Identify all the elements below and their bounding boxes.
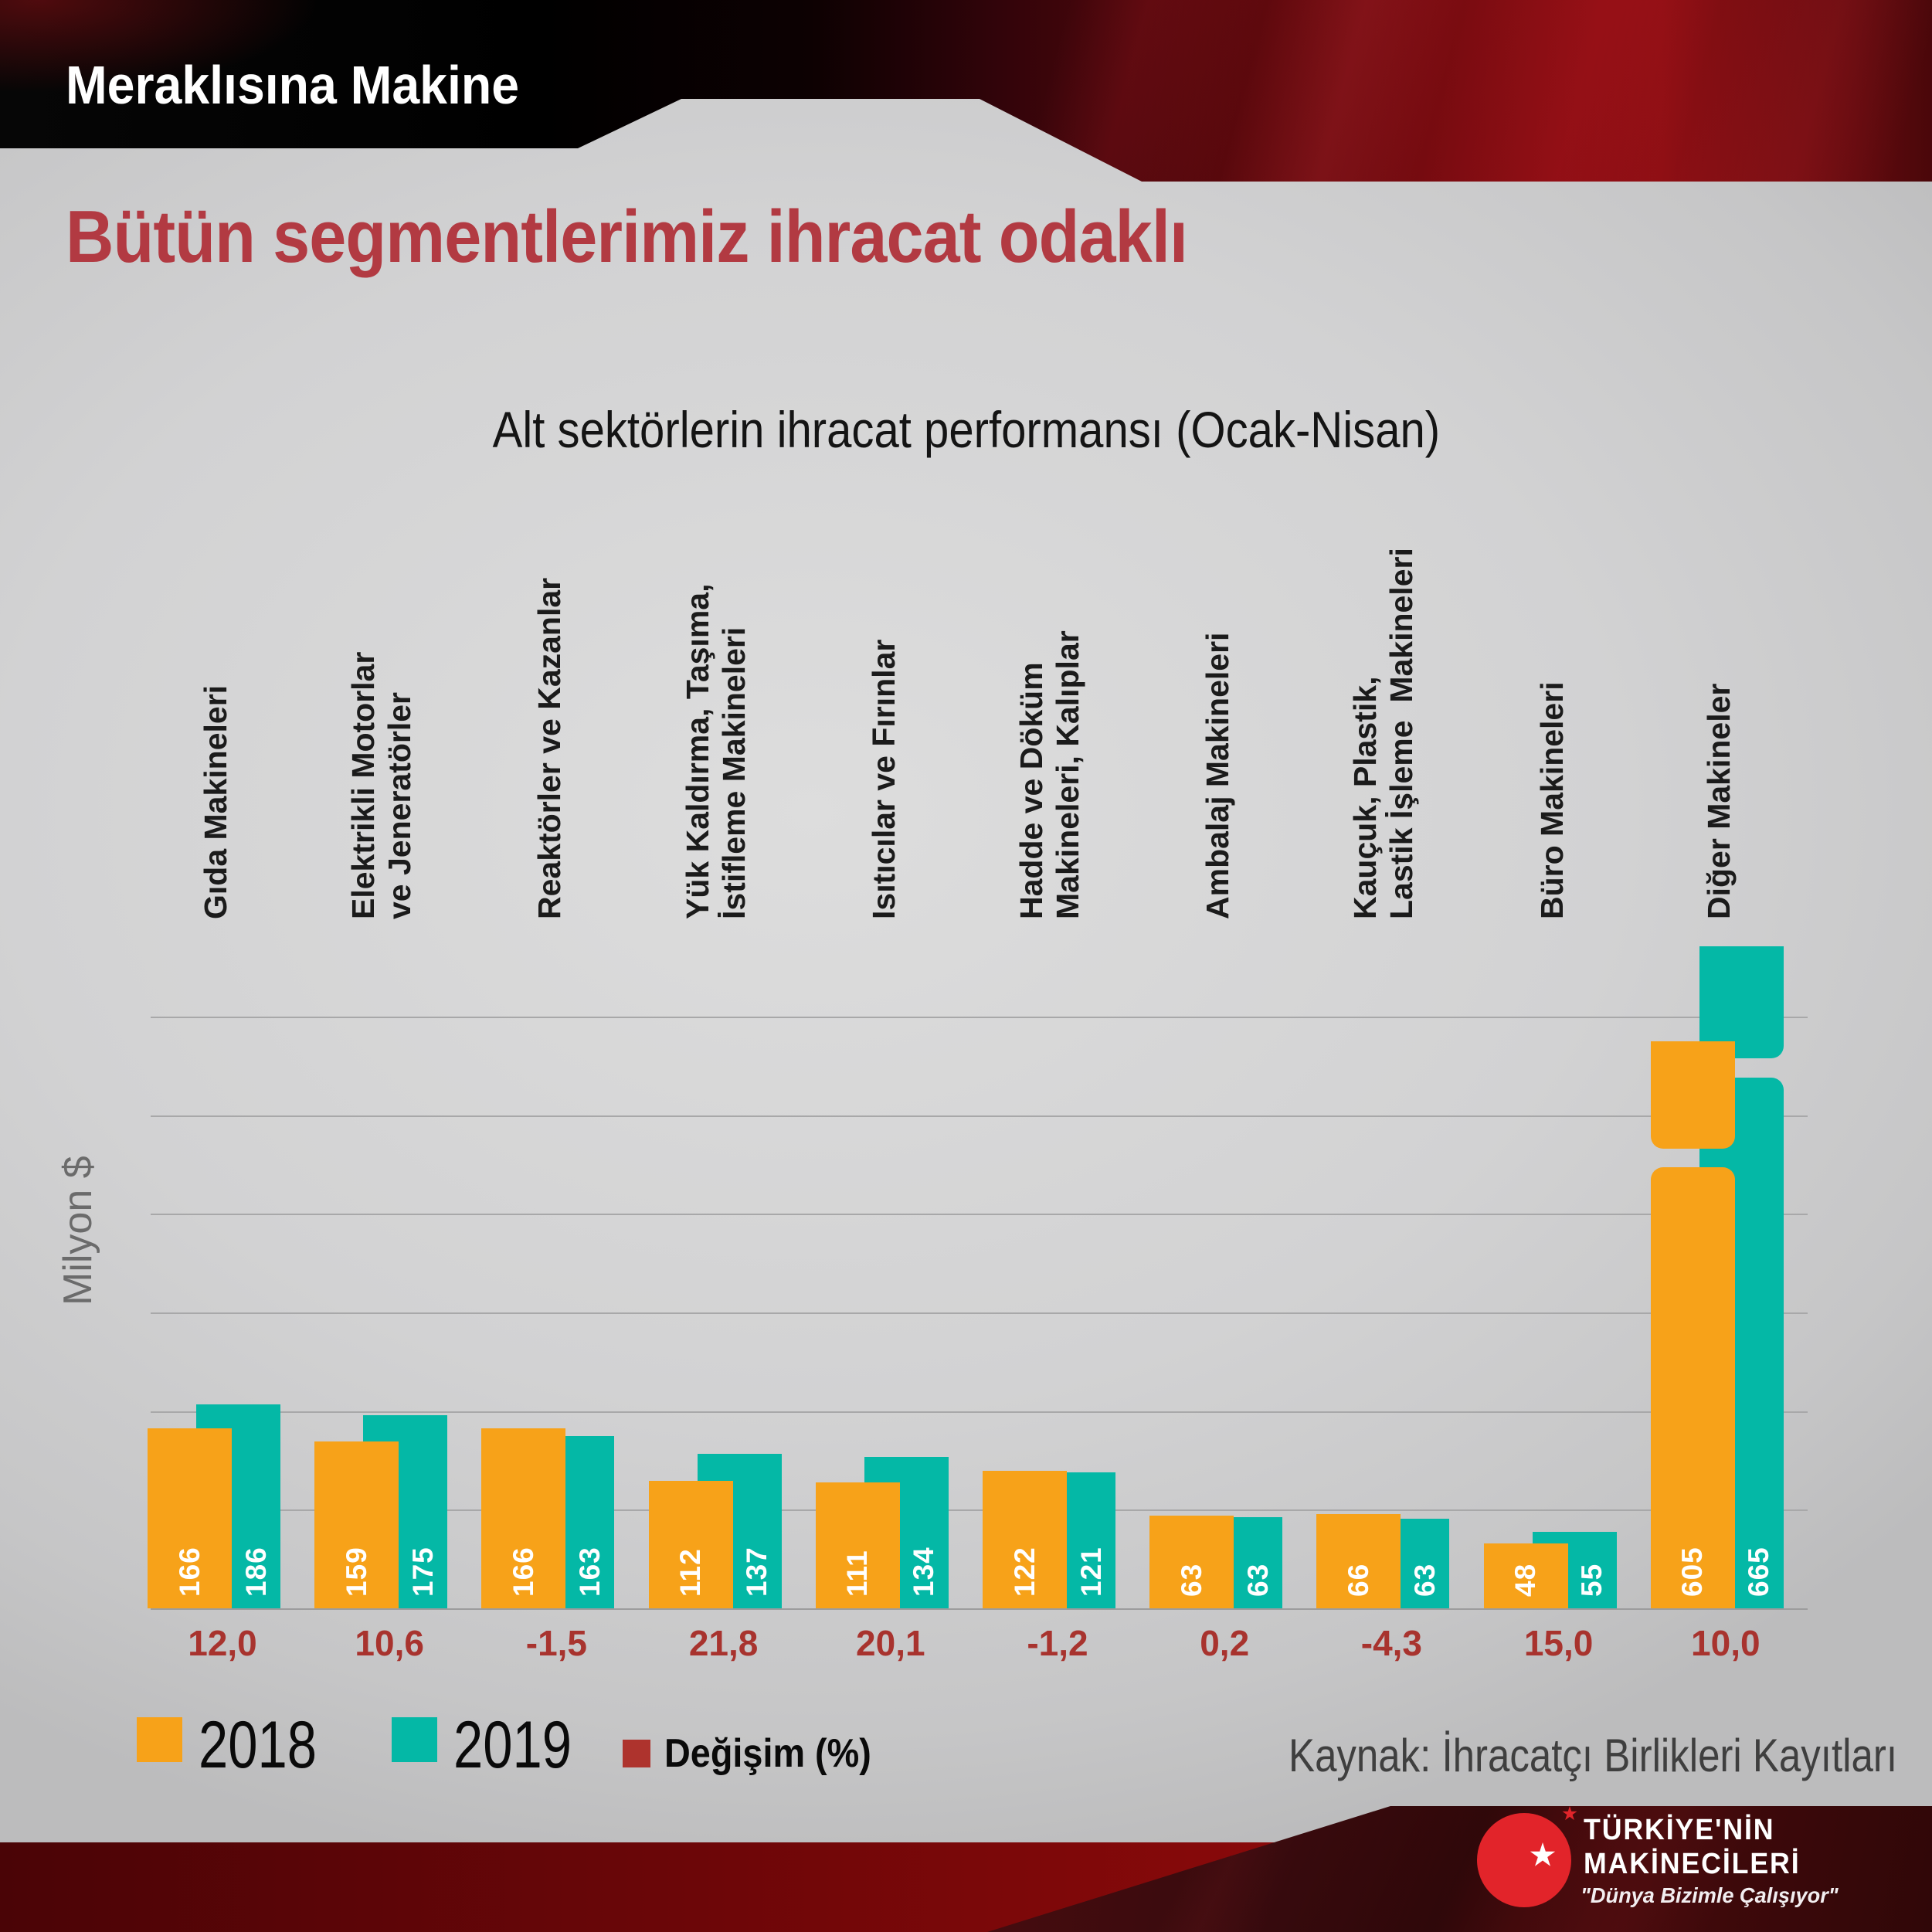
bar-value-2019: 137 (741, 1547, 772, 1597)
makers-of-turkey-logo (1477, 1806, 1577, 1907)
x-axis-line (151, 1608, 1808, 1610)
banner-title: Meraklısına Makine (66, 55, 520, 115)
chart-title-text: Alt sektörlerin ihracat performansı (Oca… (492, 401, 1440, 458)
bar-value-2019: 63 (1242, 1563, 1274, 1597)
legend-label-2019: 2019 (453, 1708, 572, 1782)
gridline (151, 1115, 1808, 1117)
logo-small-red-star-icon (1562, 1806, 1577, 1821)
change-percent-label: 21,8 (688, 1623, 759, 1663)
bar-2018 (1316, 1514, 1401, 1608)
bar-value-2018: 159 (341, 1547, 372, 1597)
bar-2018 (481, 1428, 565, 1608)
y-axis-label: Milyon $ (56, 1156, 100, 1306)
source-note: Kaynak: İhracatçı Birlikleri Kayıtları (1289, 1730, 1897, 1781)
bar-value-2018: 111 (841, 1550, 873, 1597)
bar-value-2019: 665 (1743, 1547, 1774, 1597)
bar-value-2019: 175 (407, 1547, 439, 1597)
category-label: Kauçuk, Plastik, Lastik İşleme Makineler… (1347, 548, 1420, 919)
category-label: Reaktörler ve Kazanlar (531, 577, 567, 919)
bar-2018 (983, 1471, 1067, 1608)
bar-2018 (314, 1441, 399, 1608)
bar-2018 (148, 1428, 232, 1608)
bar-value-2018: 66 (1343, 1563, 1374, 1597)
change-percent-label: -1,2 (1027, 1623, 1088, 1663)
bar-2018 (1484, 1543, 1568, 1608)
bar-value-2019: 134 (908, 1547, 939, 1597)
bar-value-2019: 163 (574, 1547, 606, 1597)
bar-value-2018: 48 (1509, 1563, 1541, 1597)
bar-value-2018: 112 (674, 1548, 706, 1597)
gridline (151, 1312, 1808, 1314)
legend-label-2018: 2018 (199, 1708, 317, 1782)
bar-value-2018: 166 (508, 1547, 539, 1597)
category-label: Hadde ve Döküm Makineleri, Kalıplar (1014, 630, 1086, 919)
bar-value-2018: 605 (1676, 1547, 1708, 1597)
bar-2019-segment (1699, 946, 1784, 1058)
change-percent-label: 12,0 (188, 1623, 257, 1663)
category-label: Gıda Makineleri (198, 684, 233, 919)
bar-2018 (649, 1481, 733, 1608)
gridline (151, 1214, 1808, 1215)
category-label: Yük Kaldırma, Taşıma, İstifleme Makinele… (680, 583, 752, 919)
category-label: Diğer Makineler (1701, 683, 1737, 919)
category-label: Elektrikli Motorlar ve Jeneratörler (345, 651, 418, 919)
change-percent-label: 15,0 (1523, 1623, 1594, 1663)
gridline (151, 1411, 1808, 1413)
bar-value-2019: 55 (1576, 1563, 1608, 1597)
legend-swatch-2018 (137, 1717, 182, 1762)
change-percent-label: 0,2 (1200, 1623, 1250, 1663)
legend-label-change: Değişim (%) (664, 1731, 871, 1776)
bar-2018 (816, 1482, 900, 1608)
bar-value-2019: 186 (240, 1547, 272, 1597)
bar-2018-segment (1651, 1041, 1735, 1149)
logo-white-star-icon (1530, 1842, 1556, 1866)
bar-value-2018: 63 (1176, 1563, 1207, 1597)
change-percent-label: 10,6 (355, 1623, 424, 1663)
legend-swatch-2019 (392, 1717, 437, 1762)
bar-value-2019: 121 (1075, 1547, 1107, 1597)
bar-2018-segment (1651, 1167, 1735, 1608)
logo-line2: MAKİNECİLERİ (1584, 1848, 1801, 1880)
bar-value-2018: 166 (174, 1547, 205, 1597)
category-label: Isıtıcılar ve Fırınlar (866, 639, 901, 919)
change-percent-label: 20,1 (856, 1623, 925, 1663)
logo-red-circle (1477, 1813, 1571, 1907)
category-label: Ambalaj Makineleri (1200, 632, 1235, 919)
legend-swatch-change (623, 1740, 650, 1767)
page-title: Bütün segmentlerimiz ihracat odaklı (66, 195, 1188, 278)
bar-2018 (1149, 1516, 1234, 1608)
change-percent-label: 10,0 (1691, 1623, 1761, 1663)
bar-value-2019: 63 (1409, 1563, 1441, 1597)
gridline (151, 1509, 1808, 1511)
change-percent-label: -4,3 (1360, 1623, 1423, 1663)
logo-tagline: "Dünya Bizimle Çalışıyor" (1581, 1883, 1839, 1907)
category-label: Büro Makineleri (1534, 681, 1570, 919)
bar-value-2018: 122 (1009, 1547, 1041, 1597)
logo-line1: TÜRKİYE'NİN (1584, 1814, 1775, 1846)
top-banner: Meraklısına Makine (0, 0, 1932, 182)
change-percent-label: -1,5 (525, 1623, 588, 1663)
chart-title: Alt sektörlerin ihracat performansı (Oca… (0, 400, 1932, 459)
gridline (151, 1017, 1808, 1018)
